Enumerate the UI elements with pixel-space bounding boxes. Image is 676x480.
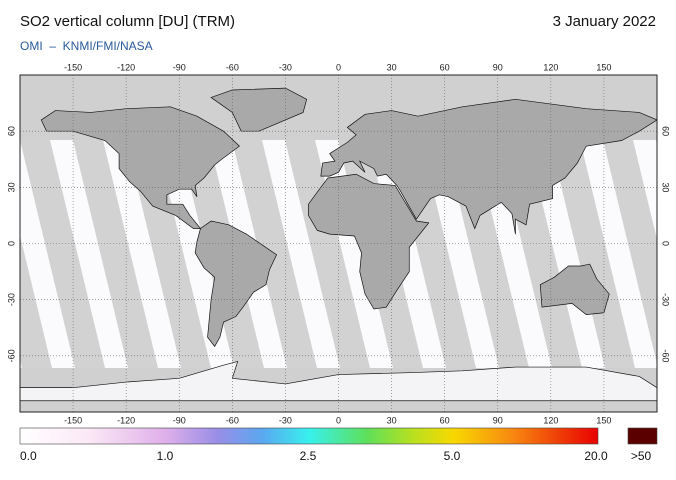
- lon-tick-label: 60: [440, 415, 450, 425]
- lon-tick-label: -120: [117, 62, 135, 72]
- landmass: [40, 106, 240, 229]
- lon-tick-label: -120: [117, 415, 135, 425]
- colorbar-label: 20.0: [584, 449, 608, 463]
- swath: [20, 235, 52, 368]
- swath: [656, 140, 657, 145]
- lon-tick-label: -90: [173, 415, 186, 425]
- landmass: [320, 98, 657, 235]
- source: OMI – KNMI/FMI/NASA: [20, 39, 153, 53]
- lon-tick-label: 60: [440, 62, 450, 72]
- colorbar-label: 5.0: [444, 449, 461, 463]
- swath: [550, 140, 635, 368]
- colorbar-label: 0.0: [20, 449, 37, 463]
- lon-tick-label: 120: [543, 62, 558, 72]
- colorbar-label: >50: [631, 449, 652, 463]
- colorbar-label: 1.0: [157, 449, 174, 463]
- colorbar-label: 2.5: [300, 449, 317, 463]
- lat-tick-label: -30: [6, 293, 16, 306]
- lat-tick-label: 0: [661, 241, 671, 246]
- lon-tick-label: -60: [226, 62, 239, 72]
- lon-tick-label: 120: [543, 415, 558, 425]
- map: [20, 75, 657, 412]
- lon-tick-label: -90: [173, 62, 186, 72]
- lon-tick-label: 30: [387, 62, 397, 72]
- landmass: [194, 220, 278, 348]
- lat-tick-label: 30: [661, 182, 671, 192]
- date: 3 January 2022: [553, 13, 656, 30]
- lon-tick-label: 90: [493, 62, 503, 72]
- landmass: [539, 263, 610, 316]
- lat-tick-label: -60: [661, 349, 671, 362]
- map-frame: [19, 74, 658, 413]
- lat-tick-label: 60: [661, 126, 671, 136]
- lon-tick-label: -60: [226, 415, 239, 425]
- lon-tick-label: 150: [596, 62, 611, 72]
- lon-tick-label: -150: [64, 62, 82, 72]
- title: SO2 vertical column [DU] (TRM): [20, 13, 235, 30]
- lon-tick-label: -30: [279, 62, 292, 72]
- lon-tick-label: -30: [279, 415, 292, 425]
- landmass: [210, 87, 308, 132]
- lon-tick-label: 0: [336, 62, 341, 72]
- colorbar: [19, 427, 599, 445]
- lon-tick-label: 90: [493, 415, 503, 425]
- lon-tick-label: 0: [336, 415, 341, 425]
- lat-tick-label: 30: [6, 182, 16, 192]
- lon-tick-label: 150: [596, 415, 611, 425]
- swath: [603, 140, 657, 364]
- lat-tick-label: -30: [661, 293, 671, 306]
- lat-tick-label: -60: [6, 349, 16, 362]
- swath: [20, 140, 105, 368]
- lon-tick-label: 30: [387, 415, 397, 425]
- colorbar-overflow: [627, 427, 658, 445]
- lat-tick-label: 60: [6, 126, 16, 136]
- lat-tick-label: 0: [6, 241, 16, 246]
- lon-tick-label: -150: [64, 415, 82, 425]
- swath: [73, 140, 158, 368]
- swath: [285, 140, 370, 368]
